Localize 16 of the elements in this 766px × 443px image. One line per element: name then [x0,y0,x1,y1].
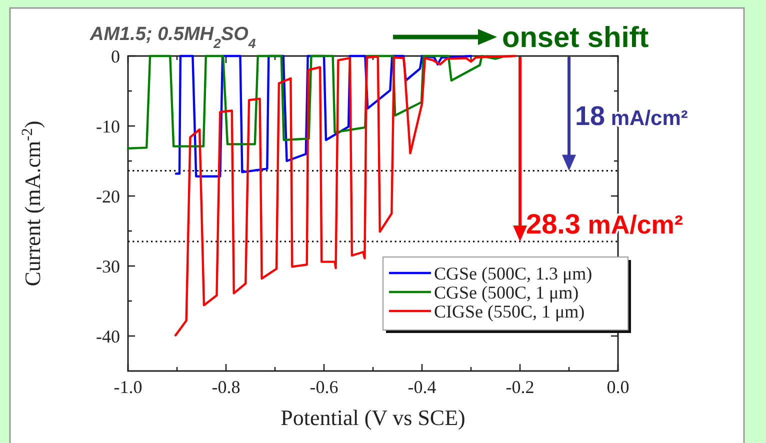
y-tick-label: -10 [96,116,120,136]
x-tick-label: -0.8 [212,377,240,397]
text: onset shift [502,22,649,54]
legend-label: CIGSe (550C, 1 μm) [434,301,585,322]
x-tick-label: 0.0 [606,377,630,397]
x-tick-label: -0.6 [310,377,338,397]
y-tick-label: -20 [96,186,120,206]
x-axis-title: Potential (V vs SCE) [280,405,466,430]
x-tick-label: -0.2 [506,377,534,397]
legend-label: CGSe (500C, 1 μm) [434,282,579,302]
y-tick-label: -40 [96,326,120,346]
x-tick-label: -0.4 [408,377,436,397]
y-tick-label: -30 [96,256,120,276]
x-tick-label: -1.0 [114,377,142,397]
legend-label: CGSe (500C, 1.3 μm) [434,263,592,284]
line-series [174,54,472,178]
